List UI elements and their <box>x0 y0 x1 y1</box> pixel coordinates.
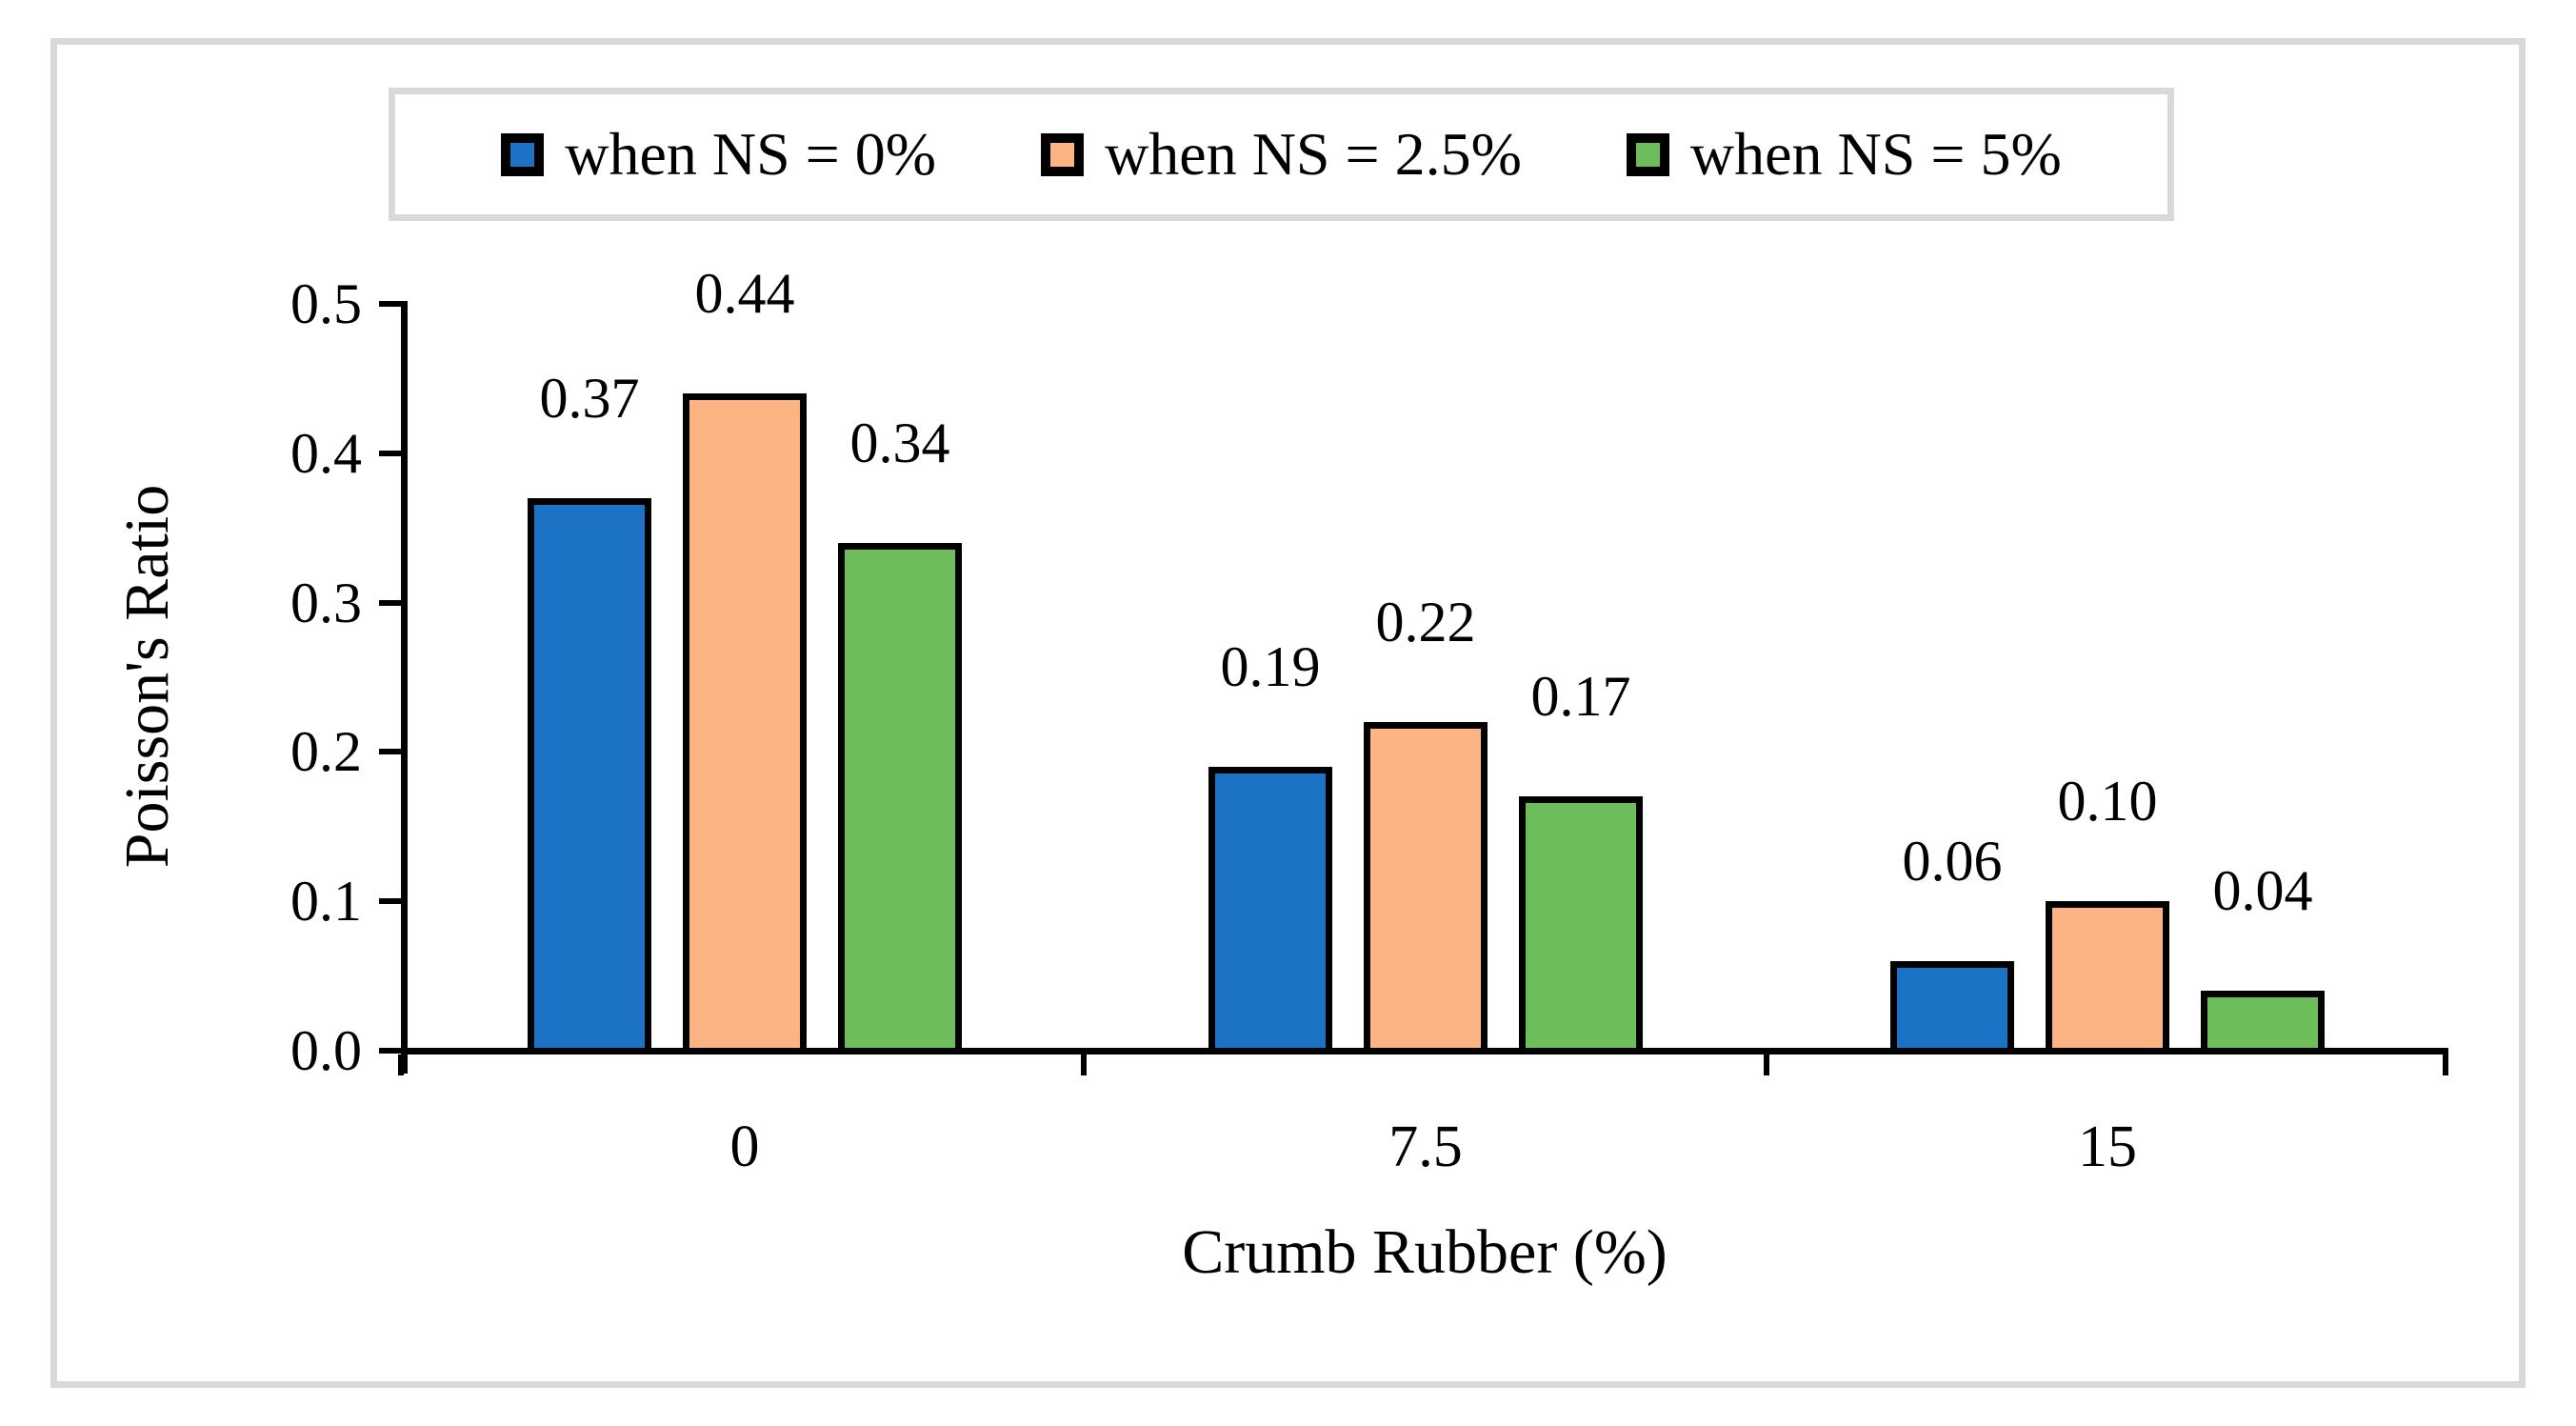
legend: when NS = 0% when NS = 2.5% when NS = 5% <box>389 88 2174 221</box>
bar <box>683 393 807 1054</box>
y-tick <box>379 898 401 905</box>
bar <box>1890 960 2014 1054</box>
bar-value-label: 0.34 <box>849 411 950 474</box>
bar <box>2046 901 2169 1054</box>
y-tick-label: 0.2 <box>290 720 362 784</box>
legend-swatch <box>1626 132 1669 176</box>
bar-value-label: 0.22 <box>1375 591 1476 654</box>
y-tick <box>379 450 401 456</box>
y-tick-label: 0.1 <box>290 870 362 934</box>
y-tick-label: 0.4 <box>290 421 362 485</box>
x-axis-title: Crumb Rubber (%) <box>1182 1217 1667 1287</box>
bar-value-label: 0.06 <box>1902 829 2003 893</box>
x-tick <box>1764 1054 1769 1075</box>
x-tick <box>2443 1054 2448 1075</box>
x-tick <box>1081 1054 1087 1075</box>
y-axis-title: Poisson's Ratio <box>112 484 182 869</box>
legend-item: when NS = 5% <box>1626 119 2062 190</box>
x-tick <box>398 1054 404 1075</box>
legend-swatch <box>1041 132 1085 176</box>
bar-value-label: 0.17 <box>1530 665 1631 729</box>
x-category-label: 0 <box>729 1115 760 1179</box>
legend-item: when NS = 0% <box>501 119 936 190</box>
legend-label: when NS = 2.5% <box>1105 120 1522 188</box>
bar <box>1519 796 1643 1054</box>
y-tick <box>379 1048 401 1054</box>
y-tick <box>379 301 401 307</box>
y-tick-label: 0.5 <box>290 272 362 335</box>
bar <box>838 542 962 1054</box>
legend-item: when NS = 2.5% <box>1041 119 1522 190</box>
bar-value-label: 0.37 <box>539 366 640 430</box>
bar <box>2201 991 2325 1054</box>
y-tick-label: 0.0 <box>290 1019 362 1082</box>
bar-value-label: 0.44 <box>694 262 795 326</box>
legend-swatch <box>501 132 545 176</box>
bar <box>1208 767 1332 1054</box>
y-tick <box>379 749 401 755</box>
legend-label: when NS = 0% <box>565 120 937 188</box>
x-category-label: 7.5 <box>1388 1115 1463 1179</box>
bar-value-label: 0.10 <box>2057 770 2158 834</box>
legend-label: when NS = 5% <box>1689 120 2062 188</box>
bar-value-label: 0.04 <box>2212 859 2313 923</box>
figure-border <box>50 38 2526 1388</box>
bar <box>1364 722 1488 1054</box>
x-category-label: 15 <box>2078 1115 2137 1179</box>
y-tick-label: 0.3 <box>290 571 362 634</box>
y-tick <box>379 599 401 606</box>
y-axis-line <box>401 301 408 1074</box>
bar-value-label: 0.19 <box>1220 635 1321 699</box>
bar <box>528 497 651 1054</box>
